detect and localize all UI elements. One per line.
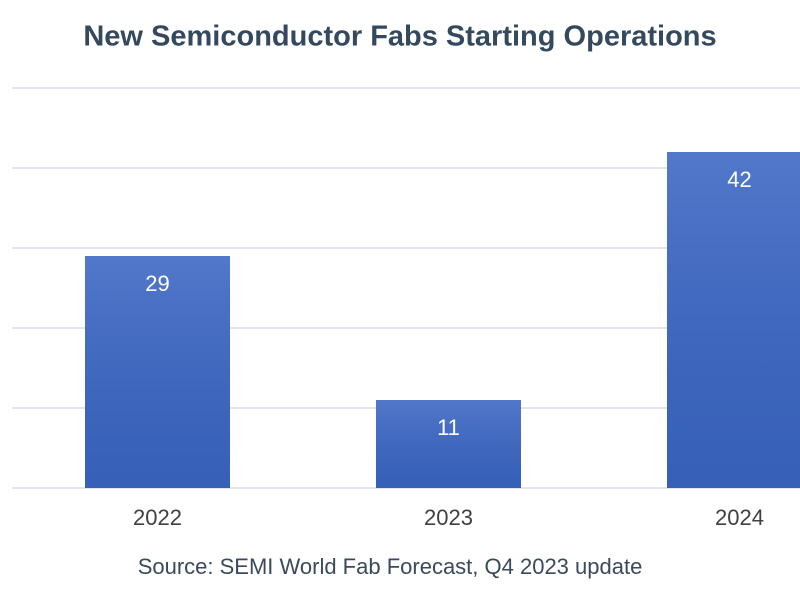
x-tick-label: 2022	[133, 505, 182, 530]
x-tick-label: 2024	[715, 505, 764, 530]
x-tick-label: 2023	[424, 505, 473, 530]
bar-shade	[85, 256, 230, 488]
bar-shade	[667, 152, 800, 488]
source-note: Source: SEMI World Fab Forecast, Q4 2023…	[138, 554, 643, 579]
data-label: 42	[727, 167, 751, 192]
data-label: 11	[437, 415, 460, 440]
data-label: 29	[145, 271, 169, 296]
chart-title: New Semiconductor Fabs Starting Operatio…	[83, 21, 716, 53]
bar-shade	[376, 400, 521, 488]
